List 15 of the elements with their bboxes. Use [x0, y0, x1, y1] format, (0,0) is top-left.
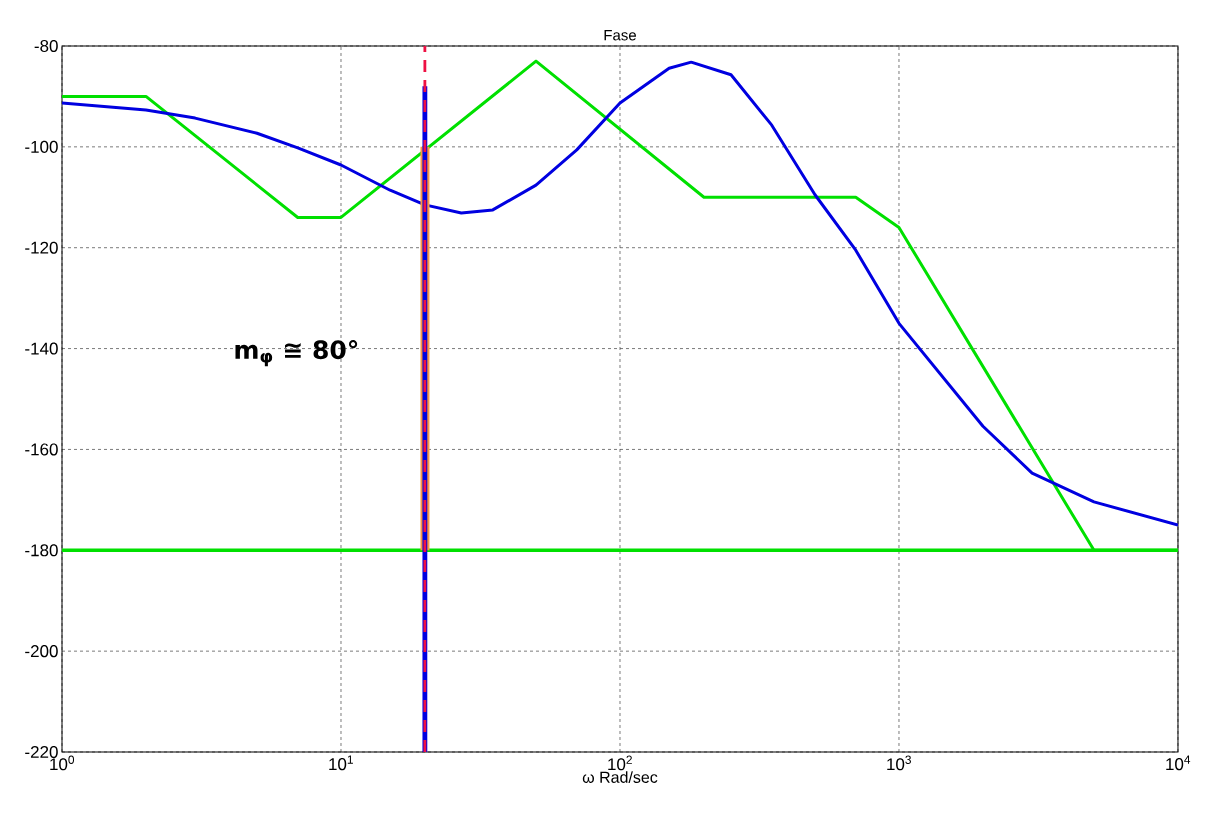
x-tick-label: 10$^{3}$ [887, 755, 911, 771]
y-tick-label: -140 [25, 342, 58, 355]
y-tick-label: -120 [25, 241, 58, 254]
x-tick-label: 10$^{2}$ [608, 755, 632, 771]
text: m$_{φ}$ ≅ 80° [235, 340, 358, 367]
x-tick-label: 10$^{4}$ [1166, 755, 1191, 771]
y-tick-label: -160 [25, 443, 58, 456]
x-axis-title: ω Rad/sec [582, 771, 658, 783]
x-tick-label: 10$^{1}$ [329, 755, 353, 771]
chart-title: Fase [604, 29, 636, 41]
y-tick-label: -100 [25, 140, 58, 153]
y-tick-label: -220 [25, 745, 58, 759]
y-tick-label: -80 [34, 39, 58, 53]
y-tick-label: -180 [25, 544, 58, 557]
y-tick-label: -200 [25, 645, 58, 658]
